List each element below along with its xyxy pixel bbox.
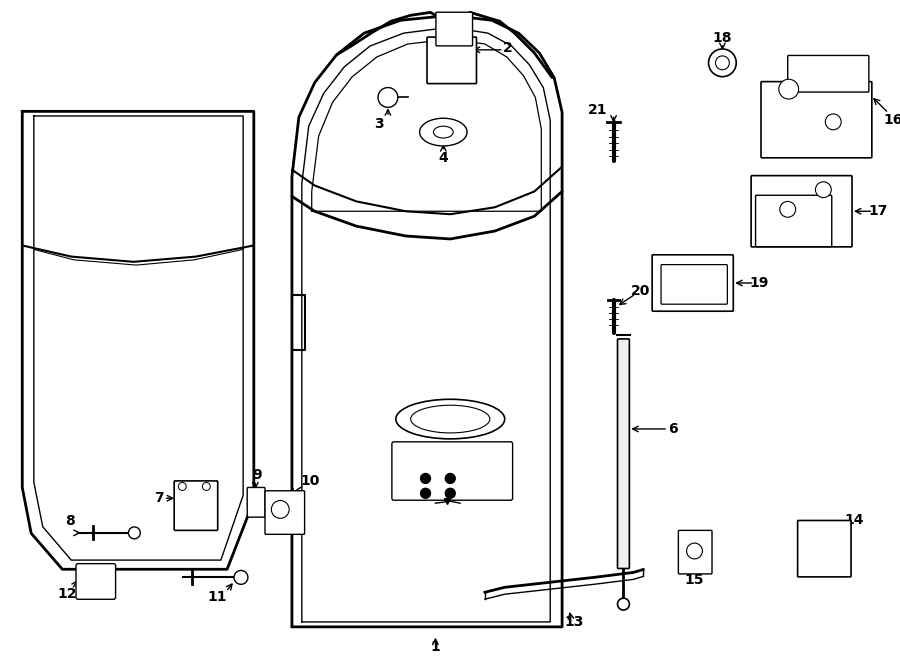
Circle shape [815,182,832,198]
Circle shape [378,87,398,107]
Circle shape [779,202,796,217]
Text: 7: 7 [154,491,164,505]
Text: 10: 10 [301,475,320,488]
FancyBboxPatch shape [265,490,304,534]
Ellipse shape [410,405,490,433]
Circle shape [271,500,289,518]
Ellipse shape [419,118,467,146]
Text: 3: 3 [374,116,383,131]
Text: 17: 17 [868,204,887,218]
Circle shape [446,488,455,498]
FancyBboxPatch shape [427,37,476,83]
Text: 8: 8 [66,514,75,528]
FancyBboxPatch shape [679,530,712,574]
Circle shape [129,527,140,539]
Text: 4: 4 [438,151,448,165]
Text: 2: 2 [503,41,513,55]
Circle shape [420,473,430,483]
Circle shape [420,488,430,498]
Text: 13: 13 [564,615,584,629]
FancyBboxPatch shape [662,264,727,304]
Text: 20: 20 [631,284,650,297]
Text: 21: 21 [588,103,608,118]
FancyBboxPatch shape [175,481,218,530]
FancyBboxPatch shape [392,442,513,500]
FancyBboxPatch shape [756,195,832,247]
FancyBboxPatch shape [617,339,629,568]
Text: 15: 15 [685,574,704,588]
FancyBboxPatch shape [788,56,868,92]
FancyBboxPatch shape [761,81,872,158]
Circle shape [687,543,702,559]
Text: 9: 9 [252,469,262,483]
Text: 14: 14 [844,512,864,527]
Circle shape [716,56,729,70]
FancyBboxPatch shape [76,564,115,600]
Text: 12: 12 [58,587,77,601]
Text: 19: 19 [750,276,769,290]
FancyBboxPatch shape [436,12,472,46]
Circle shape [617,598,629,610]
Text: 6: 6 [668,422,678,436]
Circle shape [202,483,211,490]
Circle shape [234,570,248,584]
Text: 1: 1 [430,640,440,654]
Circle shape [825,114,842,130]
Circle shape [446,473,455,483]
FancyBboxPatch shape [652,254,734,311]
Circle shape [778,79,798,99]
FancyBboxPatch shape [248,487,265,517]
Circle shape [178,483,186,490]
Text: 16: 16 [884,113,900,127]
FancyBboxPatch shape [797,520,851,577]
Ellipse shape [396,399,505,439]
FancyBboxPatch shape [752,176,852,247]
Ellipse shape [434,126,454,138]
Text: 5: 5 [202,481,212,495]
Text: 18: 18 [713,31,733,45]
Circle shape [708,49,736,77]
Text: 11: 11 [207,590,227,604]
